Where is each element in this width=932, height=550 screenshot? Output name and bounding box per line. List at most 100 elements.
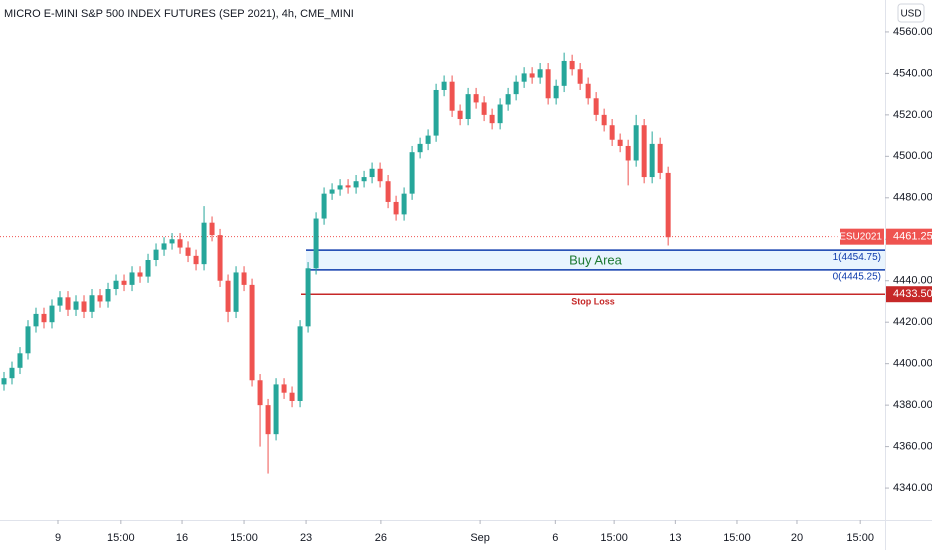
symbol-badge — [840, 228, 884, 245]
candle-body — [529, 73, 535, 78]
candle-body — [625, 145, 631, 161]
candle-body — [401, 193, 407, 215]
level-label: 1(4454.75) — [833, 252, 881, 263]
candle-body — [601, 114, 607, 126]
stop-loss-badge — [886, 286, 932, 303]
symbol-label: MESU2021 — [831, 231, 883, 242]
candle-body — [585, 83, 591, 99]
candle-body — [513, 81, 519, 95]
candle-body — [121, 280, 127, 285]
candle-body — [305, 268, 311, 327]
candle-body — [577, 69, 583, 84]
x-tick-label: 16 — [176, 532, 188, 544]
x-tick-label: 15:00 — [846, 532, 874, 544]
x-tick-label: 15:00 — [600, 532, 628, 544]
candle-body — [489, 114, 495, 124]
candle-body — [657, 143, 663, 173]
candle-body — [537, 69, 543, 78]
stop-loss-label: Stop Loss — [571, 297, 615, 307]
candle-body — [137, 272, 143, 277]
x-tick-label: 23 — [300, 532, 312, 544]
y-tick-label: 4380.00 — [893, 399, 932, 411]
candle-body — [273, 384, 279, 435]
candle-body — [465, 94, 471, 120]
candle-body — [233, 272, 239, 312]
x-tick-label: 13 — [669, 532, 681, 544]
y-tick-label: 4420.00 — [893, 316, 932, 328]
candle-body — [441, 81, 447, 90]
y-tick-label: 4440.00 — [893, 275, 932, 287]
candle-body — [185, 247, 191, 256]
candle-body — [97, 295, 103, 302]
currency-button[interactable] — [897, 3, 925, 23]
candle-body — [561, 60, 567, 86]
candle-body — [545, 69, 551, 99]
candle-body — [281, 384, 287, 393]
candle-body — [129, 272, 135, 285]
buy-area — [306, 250, 885, 270]
x-tick-label: 15:00 — [230, 532, 258, 544]
candle-body — [409, 152, 415, 194]
candle-body — [481, 102, 487, 115]
candle-body — [593, 98, 599, 115]
candle-body — [345, 185, 351, 188]
y-tick-label: 4340.00 — [893, 482, 932, 494]
x-tick-label: 9 — [55, 532, 61, 544]
candle-body — [609, 125, 615, 140]
candle-body — [521, 73, 527, 82]
candle-body — [641, 125, 647, 178]
candle-body — [145, 260, 151, 277]
candle-body — [153, 249, 159, 260]
candle-body — [353, 181, 359, 188]
y-tick-label: 4500.00 — [893, 150, 932, 162]
candle-body — [73, 301, 79, 310]
candle-body — [217, 235, 223, 281]
y-tick-label: 4360.00 — [893, 441, 932, 453]
candle-body — [33, 313, 39, 327]
candle-body — [177, 239, 183, 248]
candle-body — [241, 272, 247, 285]
last-price-label: 4461.25 — [893, 231, 932, 243]
candle-body — [113, 280, 119, 290]
candle-body — [265, 405, 271, 435]
y-tick-label: 4540.00 — [893, 67, 932, 79]
candle-body — [617, 139, 623, 146]
candle-body — [393, 201, 399, 215]
candle-body — [193, 255, 199, 265]
y-tick-label: 4480.00 — [893, 192, 932, 204]
candle-body — [313, 218, 319, 269]
candle-body — [257, 380, 263, 406]
level-label: 0(4445.25) — [833, 271, 881, 282]
candle-body — [497, 104, 503, 124]
candle-body — [89, 295, 95, 312]
candle-body — [473, 94, 479, 103]
candle-body — [361, 177, 367, 182]
x-tick-label: 6 — [552, 532, 558, 544]
x-tick-label: 20 — [791, 532, 803, 544]
x-tick-label: 15:00 — [107, 532, 135, 544]
candle-body — [161, 243, 167, 250]
candle-body — [425, 135, 431, 144]
candle-body — [321, 193, 327, 219]
candle-body — [1, 378, 7, 385]
candle-body — [417, 143, 423, 153]
candle-body — [25, 326, 31, 354]
candle-body — [385, 181, 391, 202]
candle-body — [57, 297, 63, 306]
currency-label[interactable]: USD — [900, 9, 921, 20]
candle-body — [457, 110, 463, 120]
x-tick-label: 26 — [375, 532, 387, 544]
x-tick-label: 15:00 — [723, 532, 751, 544]
candle-body — [249, 284, 255, 381]
stop-loss-price: 4433.50 — [893, 288, 932, 300]
candle-body — [17, 353, 23, 368]
candle-body — [209, 222, 215, 236]
candle-body — [569, 60, 575, 70]
candle-body — [337, 185, 343, 190]
candle-body — [225, 280, 231, 312]
candle-body — [633, 125, 639, 161]
candle-body — [329, 189, 335, 194]
